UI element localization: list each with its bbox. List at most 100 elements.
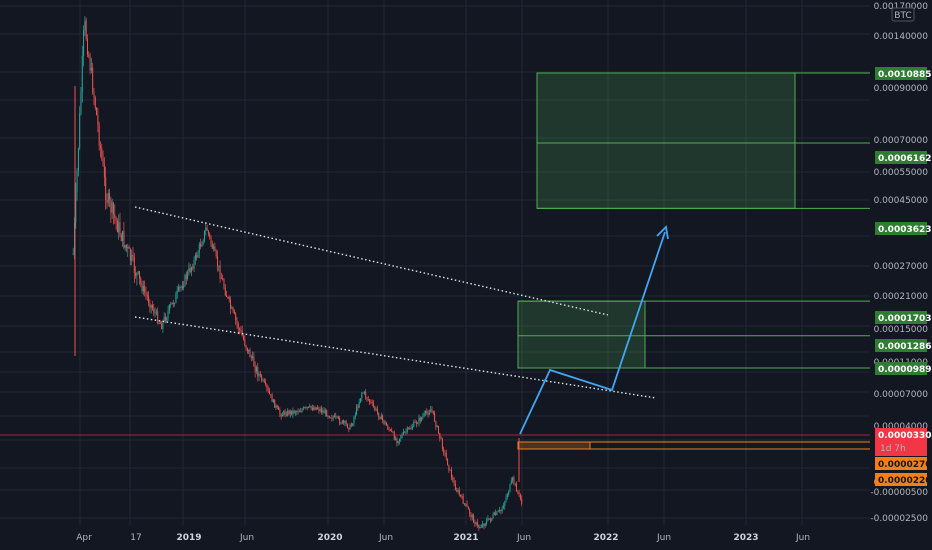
candle-body bbox=[280, 414, 282, 417]
wedge-upper-trendline[interactable] bbox=[134, 206, 609, 316]
candle-body bbox=[372, 402, 374, 407]
candle-body bbox=[184, 274, 186, 287]
candle-body bbox=[362, 392, 364, 394]
price-tag-target bbox=[875, 362, 927, 375]
candle-body bbox=[116, 221, 118, 233]
candle-body bbox=[220, 278, 222, 280]
candle-body bbox=[294, 412, 296, 414]
candle-body bbox=[375, 408, 377, 410]
candle-body bbox=[439, 432, 441, 439]
time-tick-label: Jun bbox=[516, 533, 531, 543]
candle-body bbox=[263, 379, 265, 383]
candle-body bbox=[482, 523, 484, 527]
candle-body bbox=[284, 411, 286, 415]
candle-body bbox=[366, 397, 368, 399]
candle-body bbox=[257, 367, 259, 377]
candle-body bbox=[83, 30, 85, 56]
candle-body bbox=[306, 407, 308, 408]
candle-body bbox=[406, 427, 408, 432]
candle-body bbox=[426, 411, 428, 413]
candle-body bbox=[352, 423, 354, 426]
candle-body bbox=[270, 394, 272, 396]
price-tick-label: 0.00021000 bbox=[874, 292, 929, 302]
candle-body bbox=[466, 503, 468, 507]
candle-body bbox=[237, 323, 239, 329]
candle-body bbox=[488, 518, 490, 520]
candle-body bbox=[239, 328, 241, 330]
candle-body bbox=[163, 316, 165, 321]
candle-body bbox=[457, 490, 459, 492]
candle-body bbox=[245, 345, 247, 348]
price-tick-label: 0.00007000 bbox=[874, 390, 929, 400]
candle-body bbox=[367, 398, 369, 400]
candle-body bbox=[206, 227, 208, 231]
time-tick-label: Jun bbox=[378, 533, 393, 543]
candle-body bbox=[292, 410, 294, 415]
candle-body bbox=[345, 421, 347, 425]
candle-body bbox=[291, 410, 293, 415]
candle-body bbox=[207, 230, 209, 234]
candle-body bbox=[397, 441, 399, 443]
price-tick-label: 0.00027000 bbox=[874, 262, 929, 272]
candle-body bbox=[450, 469, 452, 478]
candle-body bbox=[404, 431, 406, 433]
candle-body bbox=[421, 417, 423, 421]
candle-body bbox=[266, 384, 268, 389]
candle-body bbox=[203, 230, 205, 241]
price-tag-text: 0.00012864 bbox=[878, 342, 932, 352]
candle-body bbox=[301, 409, 303, 412]
candle-body bbox=[127, 247, 129, 249]
candle-body bbox=[253, 356, 255, 367]
candle-body bbox=[120, 234, 122, 242]
target-zone-small[interactable] bbox=[517, 300, 646, 369]
support-zone[interactable] bbox=[517, 441, 591, 450]
price-tag-target bbox=[875, 311, 927, 324]
candle-body bbox=[387, 425, 389, 430]
candle-body bbox=[288, 410, 290, 415]
time-axis[interactable]: Apr 17 2019 Jun 2020 Jun 2021 Jun 2022 Jun 2023 Jun bbox=[76, 533, 810, 543]
candle-body bbox=[512, 477, 514, 481]
candle-body bbox=[96, 107, 98, 116]
target-zone-large[interactable] bbox=[536, 72, 796, 209]
candle-body bbox=[275, 405, 277, 408]
candle-body bbox=[77, 148, 79, 172]
candle-body bbox=[92, 67, 94, 93]
candle-body bbox=[395, 438, 397, 440]
projection-path[interactable] bbox=[519, 231, 666, 435]
candle-body bbox=[374, 406, 376, 410]
candle-body bbox=[469, 509, 471, 515]
candle-body bbox=[371, 402, 373, 403]
candle-body bbox=[88, 54, 90, 57]
candle-body bbox=[194, 255, 196, 260]
candle-body bbox=[393, 432, 395, 440]
candle-body bbox=[285, 414, 287, 416]
candle-body bbox=[198, 244, 200, 253]
candle-body bbox=[517, 491, 519, 493]
candle-body bbox=[174, 303, 176, 305]
candle-body bbox=[344, 421, 346, 423]
price-tick-label: 0.00015000 bbox=[874, 325, 929, 335]
candle-body bbox=[383, 419, 385, 424]
candle-body bbox=[159, 322, 161, 324]
candle-body bbox=[358, 401, 360, 408]
candle-body bbox=[214, 246, 216, 251]
time-tick-label: 2021 bbox=[453, 533, 478, 543]
candle-body bbox=[84, 20, 86, 31]
candle-body bbox=[518, 492, 520, 494]
candle-body bbox=[496, 511, 498, 515]
candle-body bbox=[107, 192, 109, 203]
time-tick-label: Jun bbox=[656, 533, 671, 543]
candle-body bbox=[219, 265, 221, 279]
candle-body bbox=[189, 268, 191, 272]
candle-body bbox=[153, 308, 155, 314]
candle-body bbox=[224, 287, 226, 296]
projection-arrowhead bbox=[656, 225, 669, 240]
candle-body bbox=[172, 302, 174, 305]
candle-body bbox=[521, 498, 523, 504]
candle-body bbox=[296, 411, 298, 413]
candle-body bbox=[340, 423, 342, 425]
price-tag-support bbox=[875, 457, 927, 470]
candle-body bbox=[180, 286, 182, 288]
candle-body bbox=[255, 367, 257, 372]
